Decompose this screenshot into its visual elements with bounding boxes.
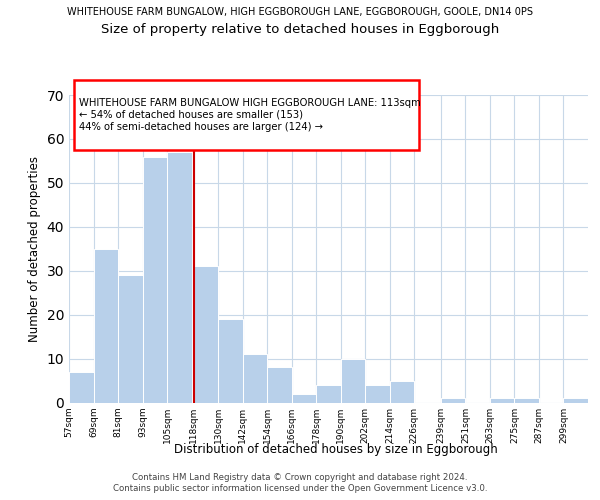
Text: Contains HM Land Registry data © Crown copyright and database right 2024.: Contains HM Land Registry data © Crown c… [132, 472, 468, 482]
Bar [441, 398, 466, 402]
Bar [69, 372, 94, 402]
Bar [167, 152, 191, 403]
Bar [242, 354, 267, 403]
Bar [316, 385, 341, 402]
Text: Contains public sector information licensed under the Open Government Licence v3: Contains public sector information licen… [113, 484, 487, 493]
Text: Size of property relative to detached houses in Eggborough: Size of property relative to detached ho… [101, 22, 499, 36]
Bar [143, 156, 167, 402]
Text: Distribution of detached houses by size in Eggborough: Distribution of detached houses by size … [174, 442, 498, 456]
Y-axis label: Number of detached properties: Number of detached properties [28, 156, 41, 342]
Text: WHITEHOUSE FARM BUNGALOW, HIGH EGGBOROUGH LANE, EGGBOROUGH, GOOLE, DN14 0PS: WHITEHOUSE FARM BUNGALOW, HIGH EGGBOROUG… [67, 8, 533, 18]
FancyBboxPatch shape [74, 80, 419, 150]
Bar [194, 266, 218, 402]
Bar [267, 368, 292, 402]
Bar [218, 319, 242, 402]
Bar [563, 398, 588, 402]
Bar [365, 385, 390, 402]
Bar [118, 275, 143, 402]
Bar [94, 249, 118, 402]
Bar [292, 394, 316, 402]
Bar [514, 398, 539, 402]
Bar [390, 380, 415, 402]
Text: WHITEHOUSE FARM BUNGALOW HIGH EGGBOROUGH LANE: 113sqm
← 54% of detached houses a: WHITEHOUSE FARM BUNGALOW HIGH EGGBOROUGH… [79, 98, 421, 132]
Bar [341, 358, 365, 403]
Bar [490, 398, 514, 402]
